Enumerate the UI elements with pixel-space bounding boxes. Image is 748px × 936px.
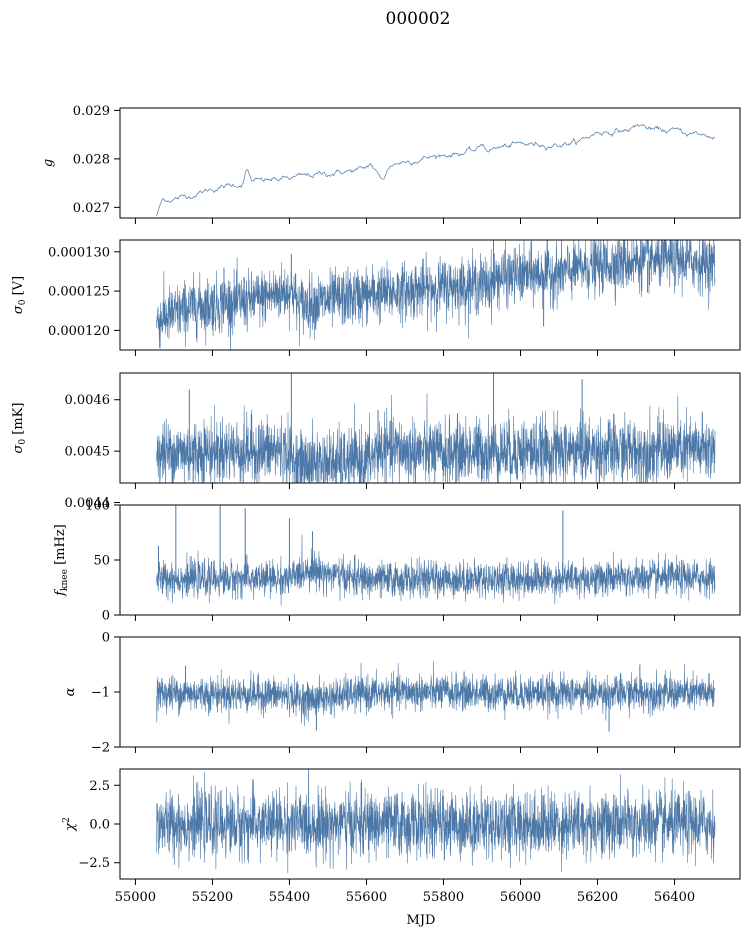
y-axis-label: α bbox=[63, 687, 78, 696]
y-tick-label: 0.0046 bbox=[65, 393, 111, 408]
subplot-5: −2 −1 0 α bbox=[63, 631, 741, 756]
y-tick-label: 0.0045 bbox=[65, 445, 111, 460]
y-tick-label: 0.027 bbox=[73, 201, 110, 216]
axes-frame bbox=[119, 239, 741, 351]
x-tick-label: 55600 bbox=[346, 890, 387, 905]
y-tick-label: 0 bbox=[102, 631, 110, 646]
x-axis-label: MJD bbox=[407, 913, 436, 928]
y-tick-label: 2.5 bbox=[89, 779, 110, 794]
x-tick-label: 55000 bbox=[115, 890, 156, 905]
x-tick-label: 55400 bbox=[269, 890, 310, 905]
x-tick-label: 56200 bbox=[577, 890, 618, 905]
axes-frame bbox=[119, 372, 741, 484]
subplot-3: 0.0044 0.0045 0.0046 σ0 [mK] bbox=[11, 372, 741, 511]
y-tick-label: 0.000125 bbox=[48, 285, 110, 300]
series-line bbox=[156, 769, 716, 874]
y-tick-label: −1 bbox=[91, 686, 110, 701]
y-tick-label: 0 bbox=[102, 609, 110, 624]
figure-title: 000002 bbox=[386, 9, 451, 29]
y-axis-label: σ0 [mK] bbox=[11, 403, 28, 454]
y-tick-label: 0.000120 bbox=[48, 324, 110, 339]
subplot-1: 0.027 0.028 0.029 g bbox=[41, 104, 741, 224]
y-tick-label: −2 bbox=[91, 741, 110, 756]
y-tick-label: 0.0044 bbox=[65, 496, 111, 511]
subplot-6: −2.5 0.0 2.5 55000 55200 55400 55600 55800 56000… bbox=[62, 768, 741, 905]
x-tick-label: 56000 bbox=[500, 890, 541, 905]
series-line bbox=[156, 124, 716, 216]
y-tick-label: 100 bbox=[85, 499, 110, 514]
y-tick-label: 0.0 bbox=[89, 818, 110, 833]
subplot-4: 0 50 100 fknee [mHz] bbox=[53, 499, 741, 624]
y-tick-label: 0.000130 bbox=[48, 245, 110, 260]
series-line bbox=[156, 393, 716, 483]
axes-frame bbox=[119, 107, 741, 219]
y-axis-label: fknee [mHz] bbox=[53, 524, 70, 597]
series-line bbox=[156, 660, 716, 726]
axes-frame bbox=[119, 504, 741, 616]
x-tick-label: 56400 bbox=[654, 890, 695, 905]
y-tick-label: 0.029 bbox=[73, 104, 110, 119]
y-tick-label: −2.5 bbox=[78, 856, 110, 871]
x-tick-label: 55800 bbox=[423, 890, 464, 905]
y-tick-label: 50 bbox=[93, 554, 110, 569]
y-axis-label: g bbox=[41, 159, 56, 167]
subplots: 0.027 0.028 0.029 g 0.000120 0.000125 0.000130… bbox=[11, 104, 741, 905]
series-line bbox=[156, 240, 716, 350]
y-tick-label: 0.028 bbox=[73, 152, 110, 167]
series-line bbox=[156, 534, 716, 606]
x-tick-label: 55200 bbox=[192, 890, 233, 905]
y-axis-label: σ0 [V] bbox=[11, 276, 28, 314]
y-axis-label: χ2 bbox=[62, 817, 78, 832]
subplot-2: 0.000120 0.000125 0.000130 σ0 [V] bbox=[11, 239, 741, 356]
